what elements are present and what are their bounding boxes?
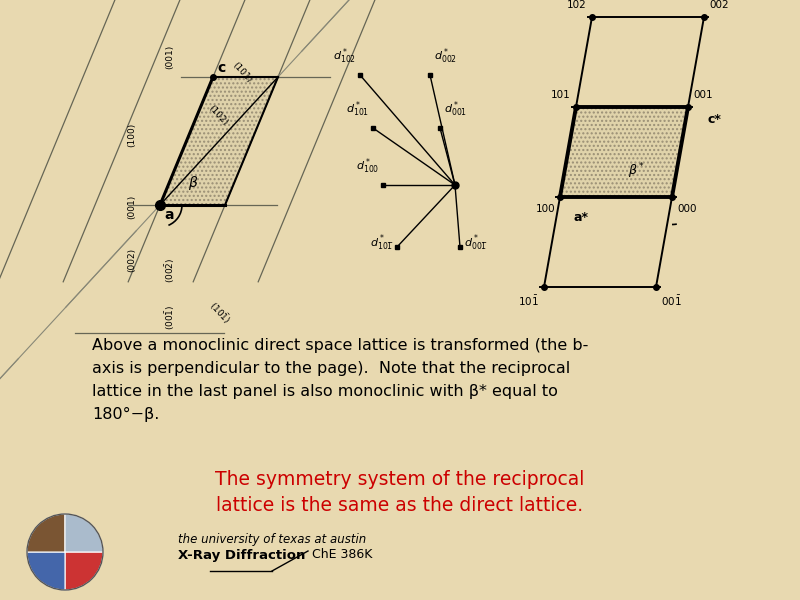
Text: (00$\bar{2}$): (00$\bar{2}$) xyxy=(163,257,177,283)
Text: the university of texas at austin: the university of texas at austin xyxy=(178,533,366,546)
Text: (101): (101) xyxy=(230,61,254,85)
Wedge shape xyxy=(27,552,65,590)
Text: lattice in the last panel is also monoclinic with β* equal to: lattice in the last panel is also monocl… xyxy=(92,384,558,399)
Text: 002: 002 xyxy=(709,0,729,10)
Text: $d^*_{001}$: $d^*_{001}$ xyxy=(444,100,467,119)
Wedge shape xyxy=(65,514,103,552)
Text: (001): (001) xyxy=(127,195,137,219)
Text: 00$\bar{1}$: 00$\bar{1}$ xyxy=(661,294,682,308)
Text: ChE 386K: ChE 386K xyxy=(312,548,372,561)
Text: c: c xyxy=(217,61,226,75)
Text: $d^*_{00\bar{1}}$: $d^*_{00\bar{1}}$ xyxy=(464,232,487,253)
Text: axis is perpendicular to the page).  Note that the reciprocal: axis is perpendicular to the page). Note… xyxy=(92,361,570,376)
Text: 001: 001 xyxy=(693,90,713,100)
Text: a: a xyxy=(164,208,174,222)
Text: (100): (100) xyxy=(127,123,137,147)
Text: (102): (102) xyxy=(206,103,230,127)
Text: (002): (002) xyxy=(127,248,137,272)
Text: 101: 101 xyxy=(551,90,571,100)
Text: 100: 100 xyxy=(535,204,555,214)
Text: $d^*_{101}$: $d^*_{101}$ xyxy=(346,100,369,119)
Text: c*: c* xyxy=(707,113,721,126)
Polygon shape xyxy=(560,107,688,197)
Text: a*: a* xyxy=(574,211,589,224)
Text: $\beta^*$: $\beta^*$ xyxy=(628,161,645,181)
Text: $d^*_{102}$: $d^*_{102}$ xyxy=(333,46,356,66)
Wedge shape xyxy=(27,514,65,552)
Text: $d^*_{002}$: $d^*_{002}$ xyxy=(434,46,457,66)
Wedge shape xyxy=(65,552,103,590)
Text: (00$\bar{1}$): (00$\bar{1}$) xyxy=(163,304,177,330)
Text: $d^*_{10\bar{1}}$: $d^*_{10\bar{1}}$ xyxy=(370,232,393,253)
Text: (10$\bar{1}$): (10$\bar{1}$) xyxy=(206,299,234,327)
Text: The symmetry system of the reciprocal: The symmetry system of the reciprocal xyxy=(215,470,585,489)
Polygon shape xyxy=(160,77,278,205)
Text: 10$\bar{1}$: 10$\bar{1}$ xyxy=(518,294,539,308)
Text: X-Ray Diffraction: X-Ray Diffraction xyxy=(178,549,306,562)
Text: 000: 000 xyxy=(677,204,697,214)
Text: lattice is the same as the direct lattice.: lattice is the same as the direct lattic… xyxy=(217,496,583,515)
Text: 180°−β.: 180°−β. xyxy=(92,407,159,422)
Text: $\beta$: $\beta$ xyxy=(188,174,198,192)
Text: 102: 102 xyxy=(567,0,587,10)
Text: (001): (001) xyxy=(166,45,174,69)
Text: $d^*_{100}$: $d^*_{100}$ xyxy=(356,157,379,176)
Text: Above a monoclinic direct space lattice is transformed (the b-: Above a monoclinic direct space lattice … xyxy=(92,338,588,353)
